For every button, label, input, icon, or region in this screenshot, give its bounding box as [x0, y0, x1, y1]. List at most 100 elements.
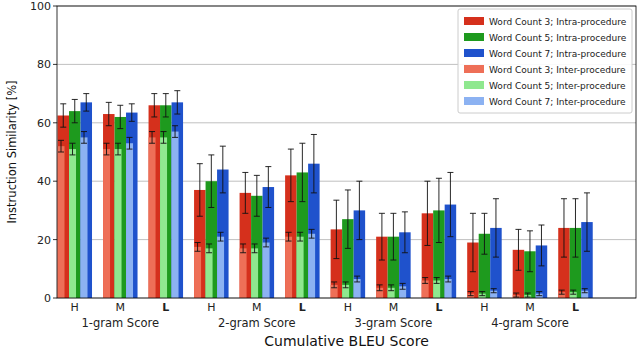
- error-stem: [256, 175, 257, 216]
- error-cap: [525, 297, 531, 298]
- bars: [58, 102, 593, 298]
- error-cap: [584, 251, 590, 252]
- error-stem: [120, 105, 121, 128]
- error-stem: [131, 104, 132, 122]
- error-bar: [218, 232, 224, 241]
- error-cap: [468, 295, 474, 296]
- legend-swatch: [464, 17, 484, 25]
- error-cap: [254, 216, 260, 217]
- error-cap: [379, 213, 385, 214]
- error-cap: [174, 114, 180, 115]
- error-stem: [470, 292, 471, 296]
- error-bar: [468, 292, 474, 296]
- error-stem: [177, 91, 178, 114]
- error-cap: [197, 216, 203, 217]
- error-bar: [299, 143, 305, 201]
- error-bar: [434, 278, 440, 284]
- error-stem: [516, 293, 517, 297]
- error-stem: [311, 229, 312, 238]
- error-stem: [129, 137, 130, 149]
- error-stem: [379, 285, 380, 291]
- error-cap: [436, 242, 442, 243]
- error-stem: [300, 232, 301, 241]
- x-tick-label: H: [207, 301, 215, 314]
- error-bar: [333, 200, 339, 258]
- error-cap: [263, 238, 269, 239]
- bar: [422, 280, 429, 298]
- legend-label: Word Count 5; Inter-procedure: [489, 81, 626, 91]
- error-stem: [472, 213, 473, 271]
- group-label: 2-gram Score: [218, 316, 296, 330]
- error-bar: [127, 137, 133, 149]
- error-cap: [515, 229, 521, 230]
- error-cap: [481, 213, 487, 214]
- bar: [206, 248, 213, 298]
- error-cap: [493, 257, 499, 258]
- error-bar: [208, 155, 214, 208]
- error-bar: [58, 140, 64, 152]
- error-cap: [81, 131, 87, 132]
- error-cap: [572, 198, 578, 199]
- error-cap: [470, 213, 476, 214]
- error-bar: [117, 105, 123, 128]
- error-cap: [538, 265, 544, 266]
- error-stem: [199, 164, 200, 217]
- error-cap: [379, 260, 385, 261]
- x-tick-label: L: [572, 301, 579, 314]
- error-cap: [254, 175, 260, 176]
- error-cap: [58, 140, 64, 141]
- error-cap: [240, 252, 246, 253]
- error-cap: [195, 242, 201, 243]
- error-cap: [208, 154, 214, 155]
- error-cap: [115, 154, 121, 155]
- error-bar: [265, 167, 271, 208]
- error-stem: [527, 293, 528, 297]
- error-cap: [115, 143, 121, 144]
- error-cap: [436, 178, 442, 179]
- bar: [69, 149, 76, 298]
- error-stem: [381, 213, 382, 260]
- error-cap: [299, 143, 305, 144]
- error-stem: [561, 290, 562, 294]
- error-cap: [470, 271, 476, 272]
- error-cap: [220, 146, 226, 147]
- error-stem: [427, 181, 428, 245]
- bar: [445, 279, 452, 298]
- bar: [172, 102, 184, 298]
- error-bar: [491, 289, 497, 293]
- error-stem: [84, 132, 85, 144]
- bar: [160, 137, 167, 298]
- error-cap: [297, 232, 303, 233]
- error-stem: [163, 132, 164, 144]
- bar: [297, 237, 304, 298]
- error-stem: [584, 289, 585, 293]
- error-cap: [390, 213, 396, 214]
- error-stem: [165, 94, 166, 117]
- error-stem: [254, 244, 255, 253]
- x-tick-label: H: [480, 301, 488, 314]
- error-bar: [527, 231, 533, 272]
- error-bar: [83, 94, 89, 112]
- error-stem: [359, 181, 360, 239]
- error-bar: [584, 193, 590, 251]
- error-bar: [447, 172, 453, 236]
- bar: [194, 247, 201, 298]
- error-stem: [529, 231, 530, 272]
- error-bar: [174, 91, 180, 114]
- error-cap: [129, 103, 135, 104]
- error-bar: [220, 146, 226, 193]
- error-bar: [402, 212, 408, 253]
- error-stem: [243, 244, 244, 253]
- error-cap: [491, 292, 497, 293]
- error-bars: [58, 91, 590, 297]
- error-cap: [333, 258, 339, 259]
- error-cap: [70, 154, 76, 155]
- error-cap: [333, 200, 339, 201]
- error-stem: [404, 212, 405, 253]
- error-cap: [422, 277, 428, 278]
- bar: [58, 146, 65, 298]
- error-stem: [450, 172, 451, 236]
- error-cap: [286, 241, 292, 242]
- error-bar: [513, 293, 519, 297]
- error-bar: [252, 244, 258, 253]
